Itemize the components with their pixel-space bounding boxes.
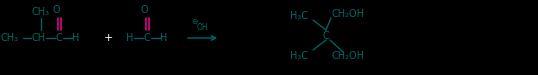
Text: H₃C: H₃C (290, 51, 308, 61)
Text: H: H (160, 33, 167, 43)
Text: +: + (103, 33, 112, 43)
Text: CH₂OH: CH₂OH (332, 51, 365, 61)
Text: H: H (126, 33, 133, 43)
Text: CH₃: CH₃ (1, 33, 19, 43)
Text: O: O (140, 5, 148, 15)
Text: O: O (52, 5, 60, 15)
Text: CH₂OH: CH₂OH (332, 9, 365, 19)
Text: C: C (143, 33, 150, 43)
Text: C: C (323, 31, 329, 41)
Text: C: C (55, 33, 62, 43)
Text: CH₃: CH₃ (32, 7, 50, 17)
Text: H₃C: H₃C (290, 11, 308, 21)
Text: H: H (72, 33, 80, 43)
Text: OH: OH (197, 23, 209, 32)
Text: CH: CH (31, 33, 45, 43)
Text: ⊖: ⊖ (191, 17, 197, 26)
